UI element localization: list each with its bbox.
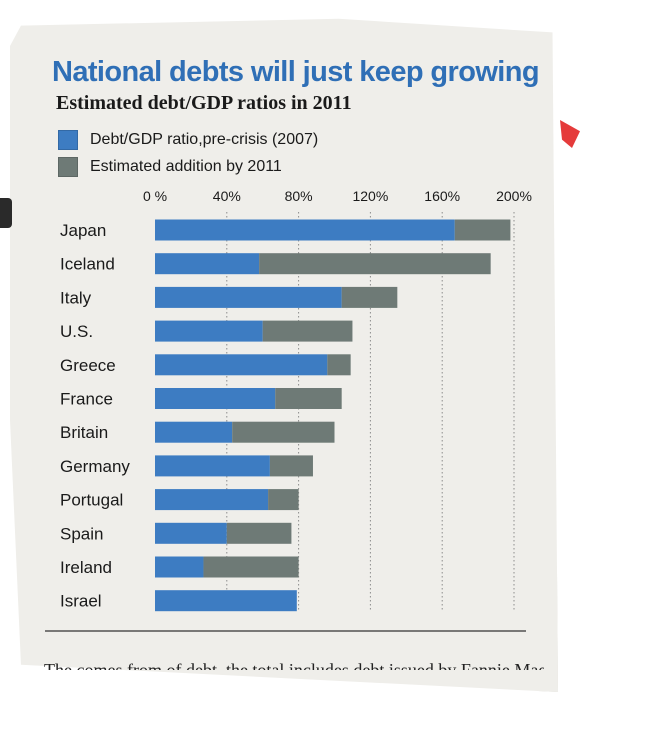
category-label: Iceland — [60, 255, 115, 274]
x-tick-label: 80% — [285, 188, 313, 204]
category-label: U.S. — [60, 322, 93, 341]
bar-addition — [226, 522, 292, 544]
bar-addition — [327, 354, 351, 376]
bar-precrisis — [155, 286, 342, 308]
bar-addition — [275, 388, 342, 409]
legend-item-addition: Estimated addition by 2011 — [58, 157, 282, 177]
bar-precrisis — [155, 489, 269, 511]
category-label: Greece — [60, 356, 116, 375]
legend-label-precrisis: Debt/GDP ratio,pre-crisis (2007) — [90, 131, 319, 148]
legend-item-precrisis: Debt/GDP ratio,pre-crisis (2007) — [58, 130, 318, 150]
x-tick-label: 160% — [424, 188, 460, 204]
category-label: Portugal — [60, 491, 123, 510]
legend-swatch-addition — [58, 157, 78, 177]
x-tick-label: 200% — [496, 188, 532, 204]
bar-precrisis — [155, 556, 204, 578]
bar-addition — [268, 489, 299, 511]
chart-title: National debts will just keep growing — [52, 56, 540, 88]
bar-precrisis — [155, 522, 227, 544]
category-label: Spain — [60, 524, 103, 543]
bar-addition — [259, 253, 491, 275]
dark-print-fragment — [0, 198, 12, 228]
category-label: Israel — [60, 592, 102, 611]
x-tick-label: 40% — [213, 188, 241, 204]
x-tick-label: 120% — [352, 188, 388, 204]
category-label: Ireland — [60, 558, 112, 577]
bar-precrisis — [155, 320, 263, 342]
bar-precrisis — [155, 455, 270, 477]
bar-addition — [232, 421, 335, 443]
category-label: France — [60, 390, 113, 409]
bar-addition — [269, 455, 313, 477]
bar-precrisis — [155, 219, 455, 241]
category-label: Germany — [60, 457, 130, 476]
chart-subtitle: Estimated debt/GDP ratios in 2011 — [56, 92, 352, 114]
bar-precrisis — [155, 388, 276, 409]
bar-precrisis — [155, 590, 297, 612]
bar-addition — [341, 286, 398, 308]
bar-precrisis — [155, 421, 233, 443]
bar-addition — [262, 320, 353, 342]
category-label: Japan — [60, 221, 106, 240]
category-label: Britain — [60, 423, 108, 442]
bar-addition — [454, 219, 511, 241]
bar-precrisis — [155, 354, 328, 376]
bar-precrisis — [155, 253, 260, 275]
article-text: The comes from of debt, the total includ… — [44, 660, 544, 670]
legend-label-addition: Estimated addition by 2011 — [90, 158, 282, 175]
x-tick-label: 0 % — [143, 188, 167, 204]
category-label: Italy — [60, 288, 92, 307]
article-text-fragment: The comes from of debt, the total includ… — [44, 654, 544, 670]
bar-addition — [203, 556, 299, 578]
legend-swatch-precrisis — [58, 130, 78, 150]
